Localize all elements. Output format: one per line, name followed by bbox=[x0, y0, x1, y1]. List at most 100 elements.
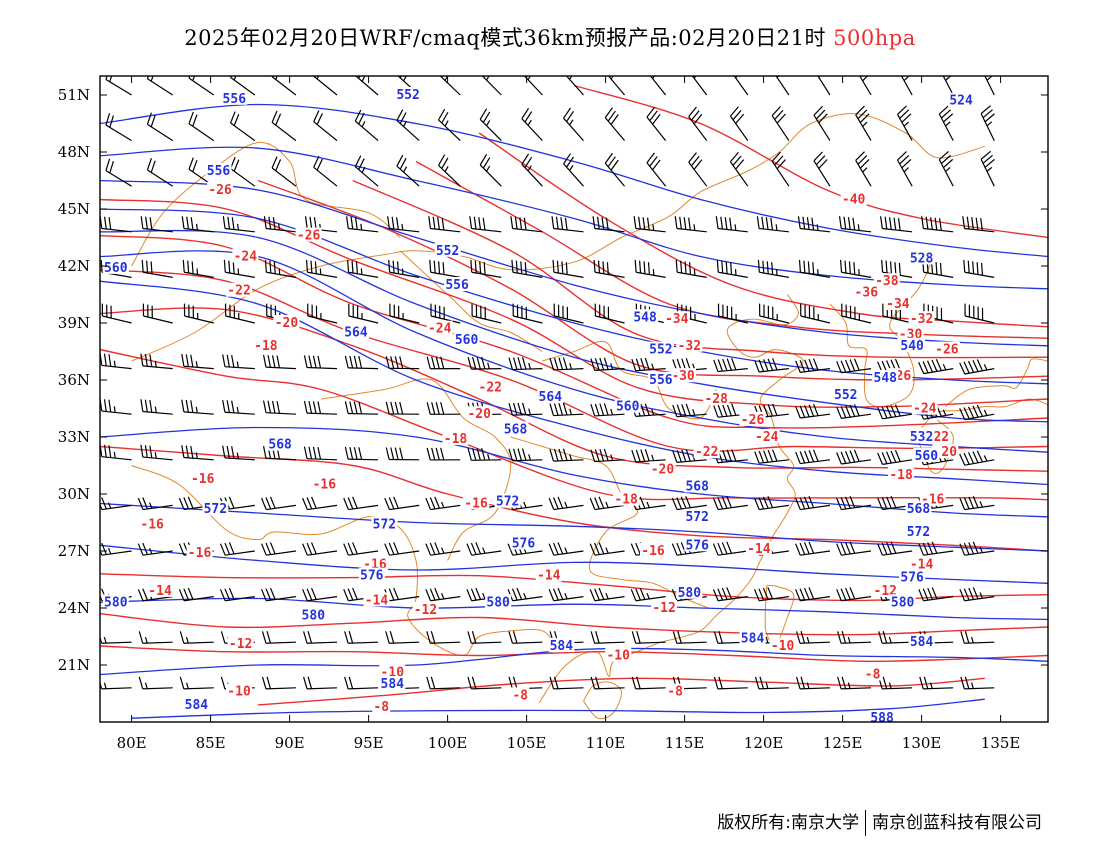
height-label-bg bbox=[434, 242, 461, 257]
temperature-label-bg bbox=[863, 666, 882, 681]
wind-barb bbox=[508, 402, 543, 416]
wind-barb bbox=[263, 216, 296, 233]
temperature-label-bg bbox=[745, 541, 772, 556]
wind-barb bbox=[344, 401, 379, 415]
wind-barb bbox=[563, 107, 584, 141]
x-tick-label: 80E bbox=[117, 734, 147, 752]
height-label-bg bbox=[267, 436, 294, 451]
temperature-label: -34 bbox=[886, 297, 910, 312]
temperature-label: -24 bbox=[234, 250, 258, 265]
wind-barb bbox=[877, 404, 913, 420]
temperature-label: -18 bbox=[614, 493, 638, 508]
temperature-label-bg bbox=[466, 406, 493, 421]
temperature-label-bg bbox=[207, 182, 234, 196]
wind-barb bbox=[800, 303, 831, 324]
temperature-label-bg bbox=[911, 400, 938, 415]
boundary-line bbox=[131, 141, 401, 267]
height-label-bg bbox=[371, 516, 398, 531]
temperature-label: -16 bbox=[188, 546, 212, 561]
wind-barb bbox=[548, 496, 584, 511]
height-label-bg bbox=[453, 332, 480, 347]
temperature-label-bg bbox=[753, 429, 780, 443]
height-label: 556 bbox=[649, 373, 673, 388]
temperature-label-bg bbox=[139, 516, 166, 531]
wind-barb bbox=[836, 404, 872, 419]
wind-barb bbox=[672, 449, 707, 463]
height-label-bg bbox=[676, 584, 703, 599]
wind-barb bbox=[138, 631, 173, 644]
wind-barb bbox=[385, 631, 420, 644]
title-level: 500hpa bbox=[833, 26, 916, 50]
height-contour bbox=[100, 502, 1048, 552]
wind-barb bbox=[140, 353, 173, 370]
footer-credit: 版权所有:南京大学 南京创蓝科技有限公司 bbox=[717, 808, 1042, 836]
temperature-label-bg bbox=[676, 337, 703, 352]
height-label-bg bbox=[948, 92, 975, 107]
wind-barb bbox=[984, 76, 995, 96]
wind-barb bbox=[672, 631, 707, 644]
wind-barb bbox=[466, 542, 502, 556]
temperature-label-bg bbox=[226, 683, 253, 698]
wind-barb bbox=[589, 587, 625, 602]
wind-barb bbox=[100, 542, 132, 556]
temperature-label-bg bbox=[888, 467, 915, 481]
wind-barb bbox=[183, 303, 214, 324]
y-tick-label: 51N bbox=[58, 86, 90, 104]
wind-barb bbox=[880, 216, 913, 233]
wind-barb bbox=[428, 216, 461, 233]
temperature-label: -24 bbox=[428, 322, 452, 337]
temperature-label-bg bbox=[252, 337, 279, 352]
wind-barb bbox=[589, 496, 625, 511]
wind-barb bbox=[882, 303, 913, 324]
y-tick-label: 24N bbox=[58, 599, 90, 617]
company-text: 南京创蓝科技有限公司 bbox=[872, 813, 1042, 833]
wind-barb bbox=[959, 587, 995, 602]
wind-barb bbox=[960, 676, 995, 690]
wind-barb bbox=[756, 216, 789, 233]
temperature-label-bg bbox=[872, 582, 899, 597]
wind-barb bbox=[303, 400, 338, 415]
height-label-bg bbox=[494, 493, 521, 508]
height-label: 580 bbox=[678, 586, 702, 601]
wind-barb bbox=[347, 259, 379, 278]
map-frame bbox=[99, 75, 1049, 723]
wind-barb bbox=[137, 497, 173, 511]
y-tick-label: 27N bbox=[58, 542, 90, 560]
wind-barb bbox=[942, 76, 954, 96]
wind-barb bbox=[261, 496, 297, 511]
wind-barb bbox=[271, 110, 297, 142]
wind-barb bbox=[348, 303, 379, 324]
boundary-line bbox=[131, 113, 985, 362]
wind-barb bbox=[179, 631, 214, 644]
wind-barb bbox=[508, 357, 543, 371]
wind-barb bbox=[302, 587, 338, 602]
wind-barb bbox=[753, 587, 789, 602]
temperature-contour bbox=[100, 645, 1048, 663]
temperature-label: -20 bbox=[934, 445, 958, 460]
temperature-label: -18 bbox=[444, 432, 468, 447]
wind-barbs bbox=[100, 76, 995, 690]
wind-barb bbox=[729, 151, 749, 187]
wind-barb bbox=[140, 399, 173, 415]
height-label-bg bbox=[395, 87, 422, 101]
temperature-label-bg bbox=[908, 311, 935, 326]
wind-barb bbox=[313, 76, 338, 96]
wind-barb bbox=[105, 76, 132, 96]
wind-barb bbox=[919, 676, 954, 690]
x-axis: 80E 85E 90E 95E 100E 105E 110E 115E 120E 125E 130E… bbox=[117, 76, 1020, 752]
temperature-label: -14 bbox=[910, 557, 934, 572]
wind-barb bbox=[304, 216, 338, 233]
height-label-bg bbox=[300, 607, 327, 622]
wind-barb bbox=[733, 76, 749, 96]
wind-barb bbox=[962, 216, 995, 233]
temperature-label-bg bbox=[186, 544, 213, 559]
height-label: 560 bbox=[915, 449, 939, 464]
wind-barb bbox=[521, 108, 543, 142]
wind-barb bbox=[918, 587, 954, 602]
temperature-contour bbox=[352, 179, 1048, 359]
x-tick-label: 130E bbox=[902, 734, 942, 752]
wind-barb bbox=[188, 111, 215, 142]
temperature-label: -22 bbox=[227, 284, 250, 299]
wind-barb bbox=[346, 216, 379, 233]
height-contour bbox=[100, 250, 1048, 453]
